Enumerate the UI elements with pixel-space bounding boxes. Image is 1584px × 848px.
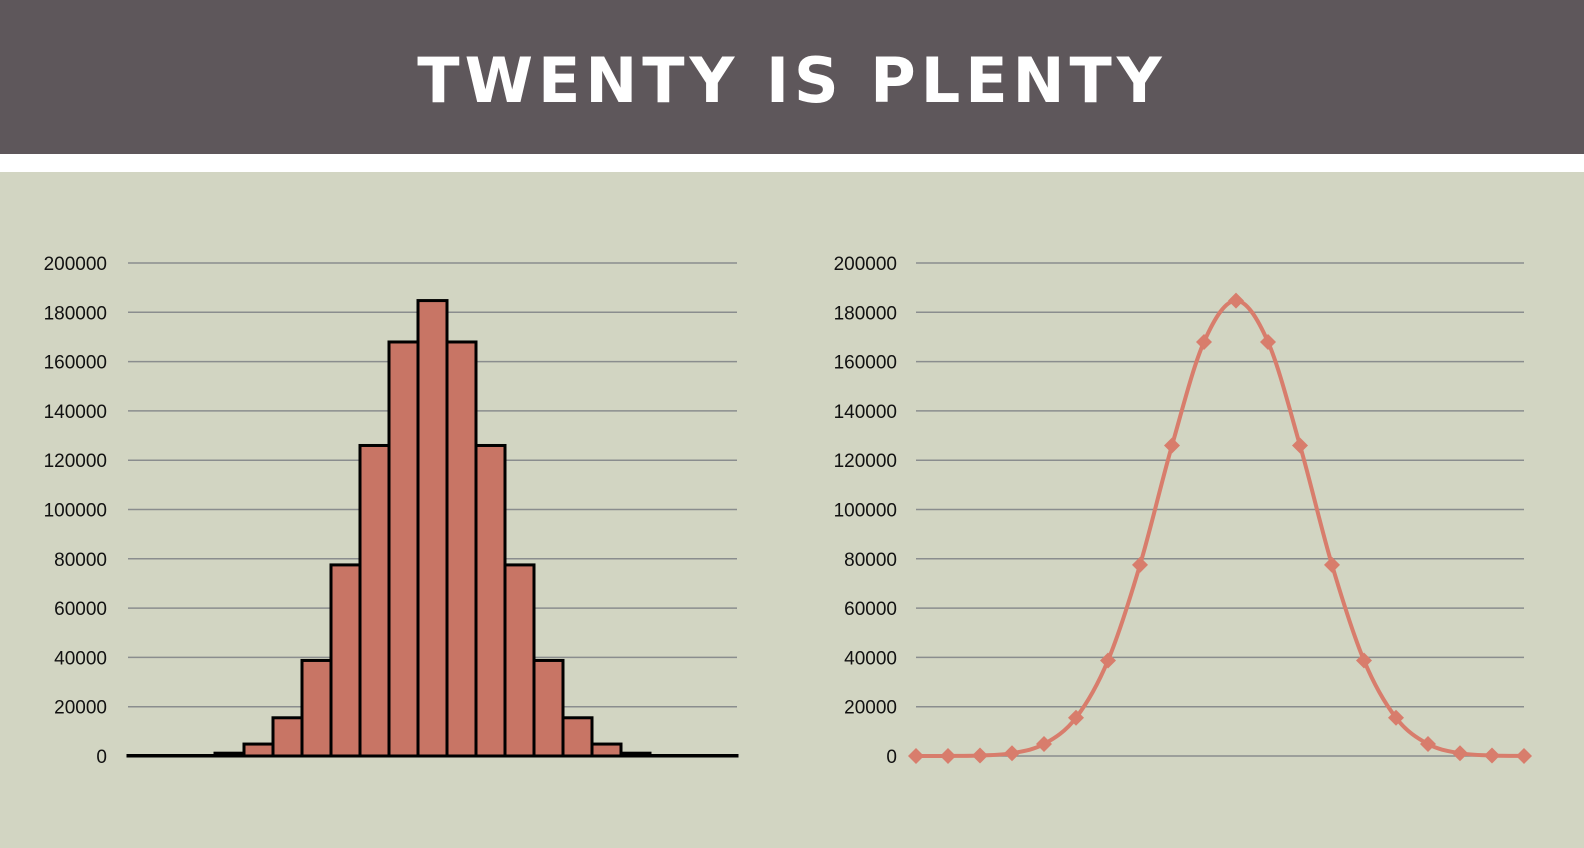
title-bar: TWENTY IS PLENTY (0, 0, 1584, 154)
y-tick-label: 120000 (44, 451, 107, 472)
line-chart: 0 20000 40000 60000 80000 100000 120000 140000 1… (834, 254, 1532, 768)
y-tick-label: 140000 (834, 402, 897, 423)
y-tick-label: 80000 (54, 550, 107, 571)
data-point-marker (1260, 333, 1276, 350)
bar (532, 658, 565, 758)
bar (358, 443, 391, 758)
data-point-marker (940, 747, 956, 764)
data-point-marker (908, 747, 924, 764)
bar (474, 443, 507, 758)
y-tick-label: 40000 (54, 648, 107, 669)
data-point-marker (1484, 747, 1500, 764)
y-tick-label: 160000 (44, 353, 107, 374)
y-tick-label: 20000 (54, 698, 107, 719)
divider-band (0, 154, 1584, 172)
data-point-marker (1004, 745, 1020, 762)
y-tick-label: 200000 (834, 254, 897, 275)
bar (387, 340, 420, 758)
data-point-marker (1516, 747, 1532, 764)
data-point-marker (1292, 437, 1308, 454)
bar (416, 299, 449, 758)
series-line (915, 298, 1525, 759)
data-point-marker (1388, 709, 1404, 726)
y-tick-label: 20000 (844, 698, 897, 719)
data-point-marker (1068, 709, 1084, 726)
y-tick-label: 100000 (44, 501, 107, 522)
bar (242, 742, 275, 758)
bar (503, 563, 536, 758)
y-tick-label: 80000 (844, 550, 897, 571)
y-tick-label: 180000 (44, 303, 107, 324)
data-point-marker (1100, 652, 1116, 669)
data-point-marker (1036, 736, 1052, 753)
bar-chart: 0 20000 40000 60000 80000 100000 120000 140000 1… (44, 254, 739, 768)
data-point-marker (1356, 652, 1372, 669)
y-tick-label: 120000 (834, 451, 897, 472)
y-tick-label: 200000 (44, 254, 107, 275)
y-tick-label: 40000 (844, 648, 897, 669)
data-point-marker (1132, 556, 1148, 573)
data-point-marker (1228, 292, 1244, 309)
bar (271, 716, 304, 758)
y-tick-label: 60000 (54, 599, 107, 620)
slide-content: 0 20000 40000 60000 80000 100000 120000 140000 1… (0, 172, 1584, 848)
data-point-marker (1164, 437, 1180, 454)
bar (561, 716, 594, 758)
bar (445, 340, 478, 758)
data-point-marker (1420, 736, 1436, 753)
bar (590, 742, 623, 758)
y-tick-label: 140000 (44, 402, 107, 423)
bar (329, 563, 362, 758)
y-tick-label: 60000 (844, 599, 897, 620)
y-tick-label: 0 (886, 747, 897, 768)
y-tick-label: 180000 (834, 303, 897, 324)
y-tick-label: 0 (96, 747, 107, 768)
data-point-marker (1324, 556, 1340, 573)
y-tick-label: 160000 (834, 353, 897, 374)
slide-title: TWENTY IS PLENTY (417, 43, 1167, 117)
y-tick-label: 100000 (834, 501, 897, 522)
data-point-marker (972, 747, 988, 764)
data-point-marker (1452, 745, 1468, 762)
data-point-marker (1196, 333, 1212, 350)
bar (300, 658, 333, 758)
